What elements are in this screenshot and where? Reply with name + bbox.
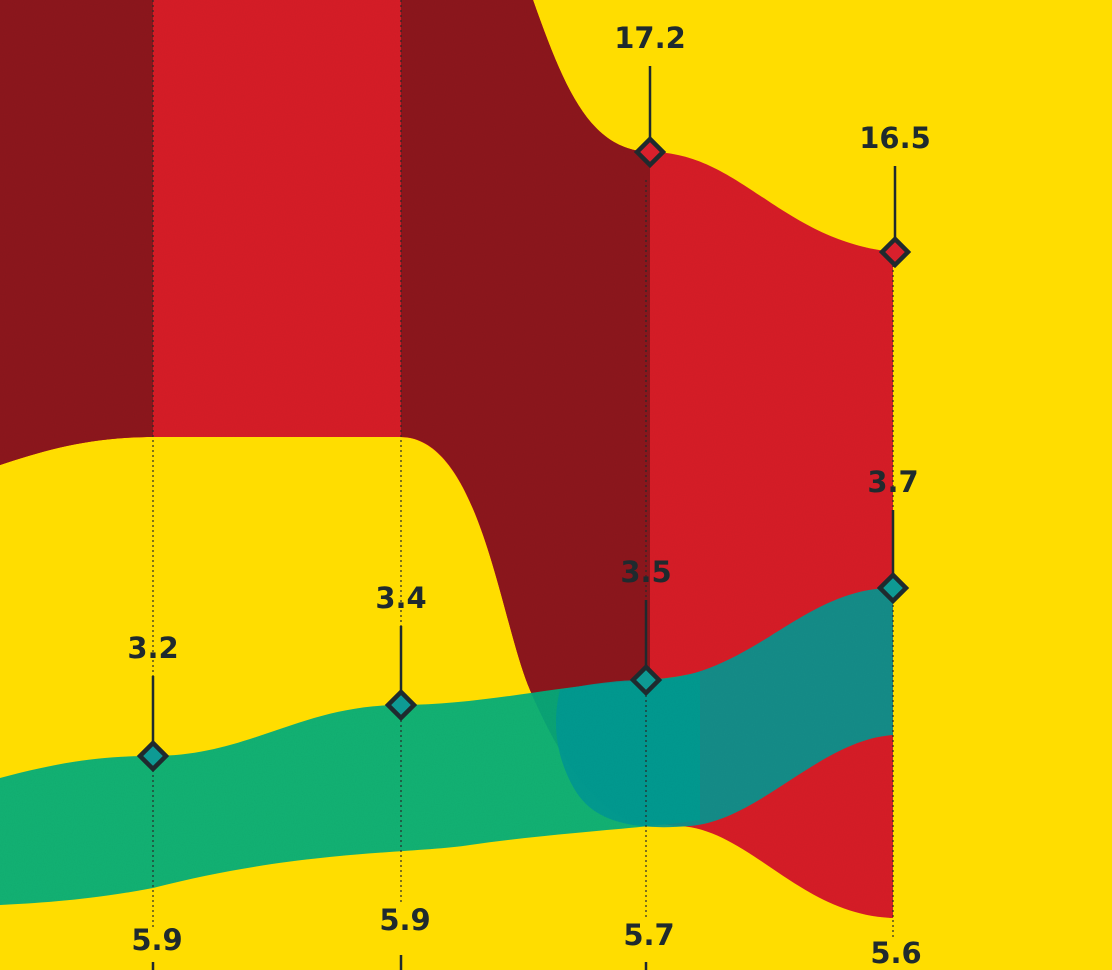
label-layer: 17.2 16.5 3.2 3.4 3.5 3.7 5.9 5.9 5.7 5.6	[127, 21, 930, 970]
teal-point-marker-2	[876, 571, 910, 605]
teal-point-marker-1	[629, 663, 663, 697]
baseline-value-label-4: 5.6	[870, 936, 921, 970]
teal-value-label-1: 3.5	[620, 555, 671, 589]
red-point-marker-2	[878, 235, 912, 269]
green-value-label-2: 3.4	[375, 581, 426, 615]
teal-stream-area	[555, 588, 893, 828]
baseline-value-label-2: 5.9	[379, 903, 430, 937]
dark-red-band-2	[401, 0, 650, 826]
red-value-label-2: 16.5	[859, 121, 931, 155]
green-value-label-1: 3.2	[127, 631, 178, 665]
red-value-label-1: 17.2	[614, 21, 686, 55]
teal-value-label-2: 3.7	[867, 465, 918, 499]
marker-layer	[136, 66, 912, 773]
green-stream-area	[0, 672, 700, 905]
red-point-marker-1	[633, 135, 667, 169]
baseline-value-label-1: 5.9	[131, 923, 182, 957]
green-point-marker-2	[384, 688, 418, 722]
green-point-marker-1	[136, 739, 170, 773]
baseline-value-label-3: 5.7	[623, 918, 674, 952]
dark-red-band-1	[0, 0, 153, 465]
